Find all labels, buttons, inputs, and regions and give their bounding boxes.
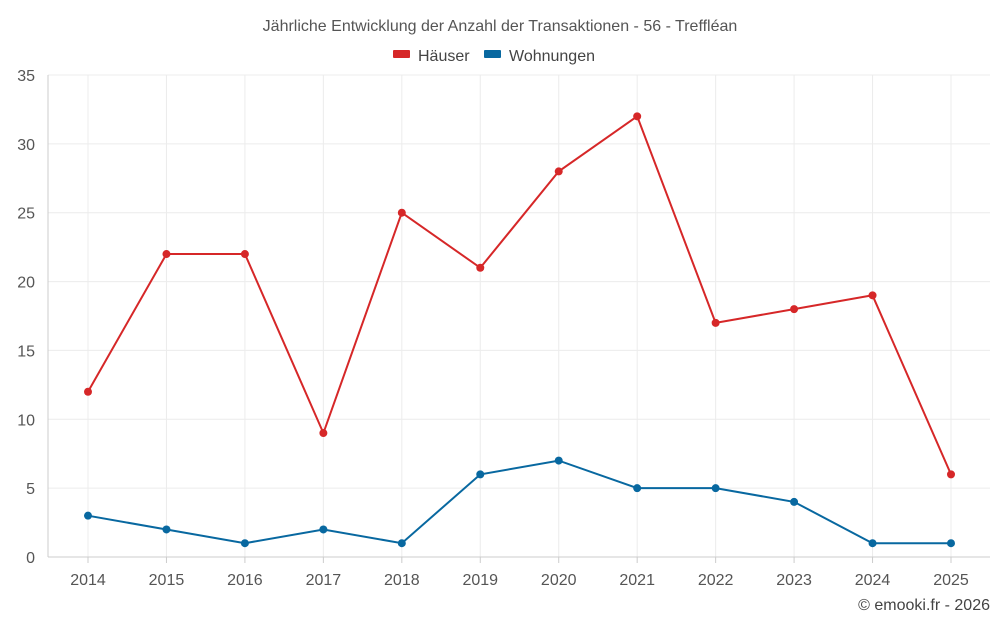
data-point-haeuser[interactable] [633,112,642,121]
x-tick-label: 2018 [384,572,420,589]
legend-label-wohnungen: Wohnungen [509,48,595,65]
x-tick-label: 2014 [70,572,106,589]
data-point-wohnungen[interactable] [84,511,92,520]
y-tick-label: 10 [17,412,35,429]
x-tick-label: 2023 [776,572,812,589]
data-point-wohnungen[interactable] [162,525,171,534]
data-point-haeuser[interactable] [947,470,955,479]
data-point-wohnungen[interactable] [554,456,563,465]
data-point-haeuser[interactable] [554,167,563,176]
y-tick-label: 25 [17,206,35,223]
legend-item-haeuser[interactable]: Häuser [393,48,470,65]
legend-swatch-haeuser [393,50,410,58]
x-tick-label: 2016 [227,572,263,589]
data-point-wohnungen[interactable] [633,484,642,493]
legend: Häuser Wohnungen [393,48,595,65]
data-point-haeuser[interactable] [397,208,406,217]
x-tick-label: 2017 [306,572,342,589]
data-point-wohnungen[interactable] [476,470,485,479]
data-point-wohnungen[interactable] [790,497,799,506]
x-tick-label: 2015 [149,572,185,589]
y-tick-label: 5 [26,481,35,498]
data-point-wohnungen[interactable] [397,539,406,548]
data-point-haeuser[interactable] [476,263,485,272]
y-tick-label: 30 [17,137,35,154]
series-line-haeuser [87,114,952,475]
data-point-haeuser[interactable] [240,250,249,259]
y-tick-label: 15 [17,343,35,360]
y-tick-label: 20 [17,275,35,292]
y-tick-label: 35 [17,68,35,85]
chart-title: Jährliche Entwicklung der Anzahl der Tra… [263,18,738,35]
x-tick-label: 2024 [855,572,891,589]
legend-item-wohnungen[interactable]: Wohnungen [484,48,595,65]
x-tick-label: 2019 [462,572,498,589]
legend-label-haeuser: Häuser [418,48,470,65]
x-tick-label: 2025 [933,572,969,589]
data-point-wohnungen[interactable] [240,539,249,548]
series-line-wohnungen [87,459,951,545]
legend-swatch-wohnungen [484,50,501,58]
data-point-haeuser[interactable] [319,429,328,438]
data-point-haeuser[interactable] [711,318,720,327]
data-point-haeuser[interactable] [84,387,92,396]
series [84,112,955,548]
x-tick-label: 2022 [698,572,734,589]
x-tick-label: 2021 [619,572,655,589]
data-point-haeuser[interactable] [790,305,799,314]
data-point-wohnungen[interactable] [947,539,955,548]
data-point-haeuser[interactable] [162,250,171,259]
y-tick-label: 0 [26,550,35,567]
data-point-haeuser[interactable] [868,291,877,300]
data-point-wohnungen[interactable] [319,525,328,534]
credit-text: © emooki.fr - 2026 [858,597,990,614]
data-point-wohnungen[interactable] [711,484,720,493]
x-tick-label: 2020 [541,572,577,589]
data-point-wohnungen[interactable] [868,539,877,548]
grid [48,74,990,557]
